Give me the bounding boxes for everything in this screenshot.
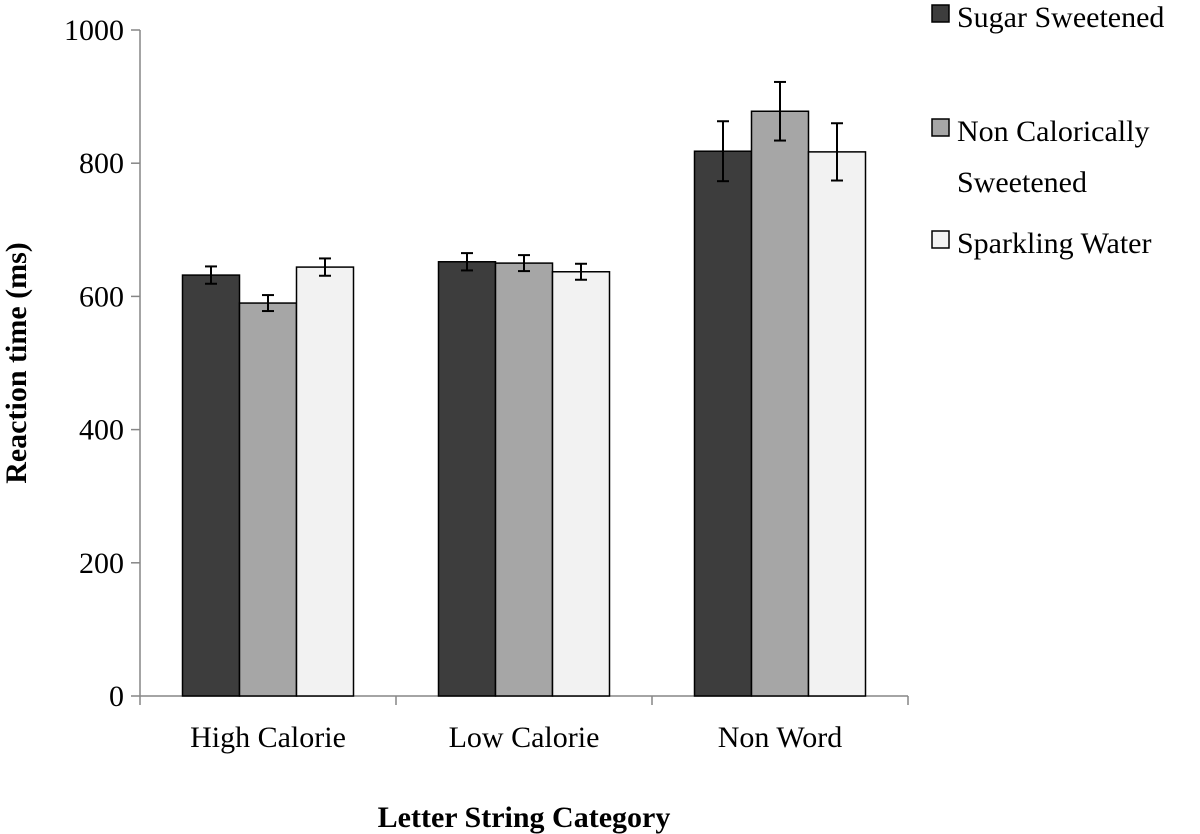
legend-swatch <box>931 230 950 249</box>
y-axis-title: Reaction time (ms) <box>0 242 33 484</box>
legend-label: Sugar Sweetened <box>957 1 1164 34</box>
error-bars <box>205 80 843 313</box>
y-tick-label: 200 <box>79 547 124 580</box>
y-axis: 0 200 400 600 800 1000 <box>64 14 141 713</box>
x-axis-title: Letter String Category <box>378 801 671 834</box>
bar <box>551 271 611 697</box>
bar <box>238 302 298 697</box>
bar <box>693 150 753 697</box>
x-tick-label: Non Word <box>718 721 843 754</box>
y-tick-label: 600 <box>79 280 124 313</box>
bar <box>494 262 554 697</box>
legend-swatch <box>931 4 950 23</box>
legend-label: Non Calorically <box>957 115 1149 148</box>
legend: Sugar Sweetened Non Calorically Sweetened S… <box>931 1 1164 260</box>
y-tick-label: 1000 <box>64 14 124 47</box>
x-tick-label: Low Calorie <box>449 721 600 754</box>
x-tick-label: High Calorie <box>190 721 346 754</box>
bar <box>181 274 241 697</box>
legend-swatch <box>931 118 950 137</box>
bar <box>750 110 810 697</box>
bar <box>295 266 355 697</box>
bar <box>437 261 497 697</box>
y-tick-label: 0 <box>109 680 124 713</box>
x-axis: High Calorie Low Calorie Non Word <box>139 695 909 754</box>
bar <box>807 151 867 697</box>
y-tick-label: 400 <box>79 414 124 447</box>
legend-label: Sweetened <box>957 166 1087 199</box>
bars <box>181 110 867 697</box>
y-tick-label: 800 <box>79 147 124 180</box>
legend-label: Sparkling Water <box>957 227 1152 260</box>
